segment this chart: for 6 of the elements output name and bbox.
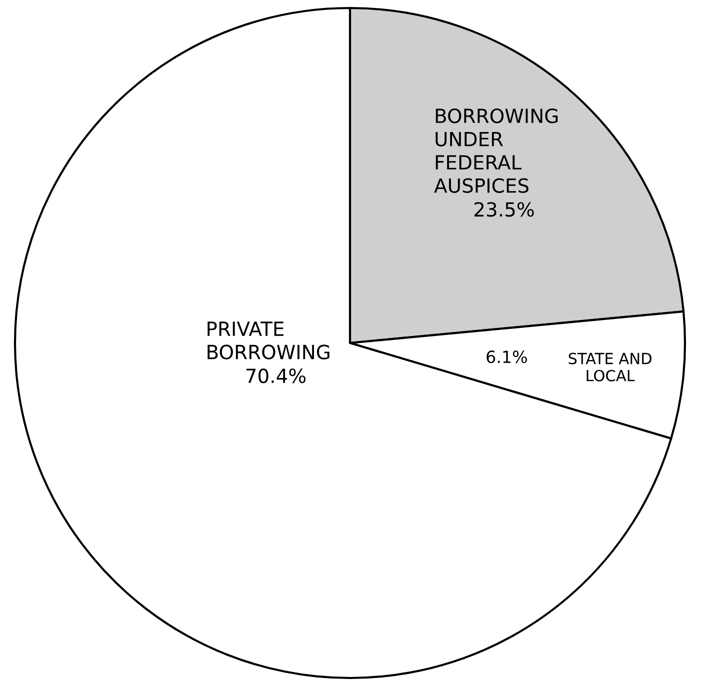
slice-label: STATE AND LOCAL	[568, 352, 652, 382]
slice-label: PRIVATE BORROWING	[208, 322, 330, 360]
data-label: 23.5%	[474, 202, 534, 217]
data-label: 70.4%	[246, 368, 306, 384]
data-label: 6.1%	[486, 350, 527, 364]
slice-label: BORROWING UNDER FEDERAL AUSPICES	[434, 108, 558, 193]
